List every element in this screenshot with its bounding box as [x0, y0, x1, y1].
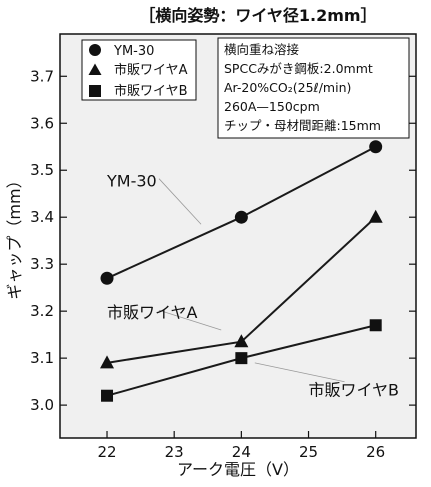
- data-point-a-2: [234, 334, 249, 348]
- annotation-leader-2: [158, 309, 222, 331]
- x-tick-label: 22: [97, 443, 116, 461]
- legend-marker-wire-b: [89, 85, 101, 97]
- condition-line-4: 260A—150cpm: [224, 99, 320, 114]
- legend-marker-wire-a: [88, 63, 102, 75]
- x-tick-label: 23: [165, 443, 184, 461]
- y-tick-label: 3.0: [30, 396, 54, 414]
- data-point-a-2: [100, 355, 115, 369]
- conditions-frame: [217, 37, 410, 139]
- annotation-leader-3: [254, 362, 345, 383]
- data-point-a-2: [368, 209, 383, 223]
- x-tick-label: 26: [366, 443, 385, 461]
- annotation-3: 市販ワイヤB: [309, 381, 400, 400]
- legend-label-wire-b: 市販ワイヤB: [114, 83, 188, 99]
- x-tick-label: 24: [232, 443, 251, 461]
- annotations: YM-30 市販ワイヤA 市販ワイヤB: [106, 172, 399, 400]
- data-point-b-3: [101, 389, 114, 402]
- conditions-box: 横向重ね溶接 SPCCみがき鋼板:2.0mmt Ar-20%CO₂(25ℓ/mi…: [217, 37, 410, 139]
- y-axis-title: ギャップ（mm）: [5, 172, 24, 299]
- x-tick-label: 25: [299, 443, 318, 461]
- y-tick-label: 3.2: [30, 302, 54, 320]
- y-tick-label: 3.5: [30, 161, 54, 179]
- data-point-b-3: [235, 352, 248, 365]
- y-tick-label: 3.6: [30, 114, 54, 132]
- data-point-b-3: [369, 319, 382, 332]
- y-tick-label: 3.4: [30, 208, 54, 226]
- condition-line-2: SPCCみがき鋼板:2.0mmt: [224, 61, 373, 76]
- annotation-leaders: [158, 178, 345, 383]
- annotation-1: YM-30: [106, 172, 157, 191]
- legend: YM-30 市販ワイヤA 市販ワイヤB: [81, 39, 197, 101]
- axis-ticks: 22 23 24 25 26 3.0 3.1 3.2 3.3 3.4 3.5 3.6 3.7: [30, 67, 416, 461]
- data-point-ym-30-1: [234, 210, 248, 224]
- annotation-leader-1: [158, 178, 202, 225]
- legend-marker-ym30: [89, 44, 101, 56]
- condition-line-5: チップ・母材間距離:15mm: [224, 118, 381, 133]
- data-point-ym-30-1: [100, 271, 114, 285]
- data-point-ym-30-1: [369, 140, 383, 154]
- y-tick-label: 3.1: [30, 349, 54, 367]
- series-markers: [100, 140, 383, 402]
- condition-line-3: Ar-20%CO₂(25ℓ/min): [224, 80, 351, 95]
- y-tick-label: 3.3: [30, 255, 54, 273]
- legend-label-wire-a: 市販ワイヤA: [114, 62, 188, 78]
- x-axis-title: アーク電圧（V）: [177, 460, 299, 479]
- annotation-2: 市販ワイヤA: [107, 303, 198, 322]
- y-tick-label: 3.7: [30, 67, 54, 85]
- legend-label-ym30: YM-30: [113, 44, 154, 59]
- condition-line-1: 横向重ね溶接: [224, 42, 300, 57]
- chart-title: ［横向姿勢：ワイヤ径1.2mm］: [139, 6, 376, 25]
